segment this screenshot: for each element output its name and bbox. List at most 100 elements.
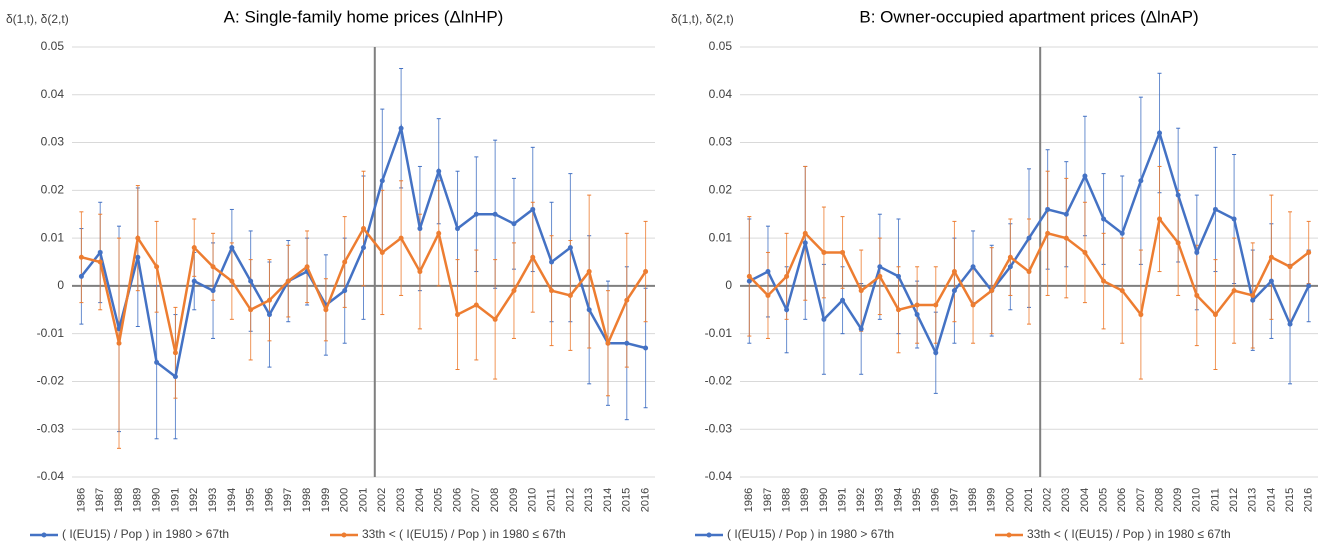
data-point: [78, 254, 84, 260]
x-tick-label: 1989: [799, 488, 811, 512]
data-point: [549, 259, 555, 265]
y-tick-label: -0.02: [705, 374, 733, 388]
data-point: [895, 307, 901, 313]
y-tick-label: 0: [725, 278, 732, 292]
x-tick-label: 1990: [151, 488, 163, 512]
data-point: [970, 264, 976, 270]
data-point: [342, 259, 348, 265]
x-tick-label: 1992: [855, 488, 867, 512]
x-tick-label: 1986: [75, 488, 87, 512]
data-point: [895, 273, 901, 279]
y-tick-label: 0.02: [709, 183, 733, 197]
x-tick-label: 1999: [320, 488, 332, 512]
x-tick-label: 2012: [1228, 488, 1240, 512]
x-tick-label: 1990: [818, 488, 830, 512]
data-point: [248, 278, 254, 284]
data-point: [1212, 312, 1218, 318]
data-point: [417, 226, 423, 232]
x-tick-label: 2007: [470, 488, 482, 512]
data-point: [605, 340, 611, 346]
y-tick-label: -0.04: [705, 469, 733, 483]
x-tick-label: 1999: [986, 488, 998, 512]
data-point: [746, 278, 752, 284]
y-tick-label: 0.05: [41, 39, 65, 53]
legend-label: ( I(EU15) / Pop ) in 1980 > 67th: [727, 527, 894, 541]
x-tick-label: 2003: [395, 488, 407, 512]
legend-marker: [706, 532, 712, 538]
x-tick-label: 2004: [414, 488, 426, 512]
x-tick-label: 1988: [113, 488, 125, 512]
data-point: [248, 307, 254, 313]
x-tick-label: 1995: [911, 488, 923, 512]
data-point: [1138, 178, 1144, 184]
data-point: [436, 168, 442, 174]
data-point: [473, 302, 479, 308]
data-point: [361, 245, 366, 251]
data-point: [266, 312, 272, 318]
data-point: [989, 288, 995, 294]
data-point: [530, 206, 536, 212]
data-point: [784, 307, 790, 313]
x-tick-label: 2002: [1042, 488, 1054, 512]
data-point: [1175, 192, 1181, 198]
x-tick-label: 1996: [930, 488, 942, 512]
data-point: [229, 278, 235, 284]
x-tick-label: 1993: [874, 488, 886, 512]
data-point: [1007, 264, 1013, 270]
data-point: [285, 278, 291, 284]
x-tick-label: 1993: [207, 488, 219, 512]
y-tick-label: 0.01: [41, 230, 65, 244]
data-point: [436, 230, 442, 236]
data-point: [821, 316, 827, 322]
legend-label: 33th < ( I(EU15) / Pop ) in 1980 ≤ 67th: [1027, 527, 1231, 541]
x-tick-label: 1991: [169, 488, 181, 512]
data-point: [802, 230, 808, 236]
data-point: [1026, 269, 1032, 275]
data-point: [1138, 312, 1144, 318]
data-point: [1082, 249, 1088, 255]
data-point: [858, 326, 864, 332]
x-tick-label: 1996: [263, 488, 275, 512]
y-tick-label: 0.02: [41, 183, 65, 197]
data-point: [78, 273, 84, 279]
y-tick-label: 0.03: [41, 135, 65, 149]
x-tick-label: 2016: [640, 488, 652, 512]
data-point: [1268, 278, 1274, 284]
x-tick-label: 1991: [836, 488, 848, 512]
data-point: [210, 264, 216, 270]
x-tick-label: 2011: [1209, 488, 1221, 512]
data-point: [1119, 230, 1125, 236]
x-tick-label: 2014: [1265, 488, 1277, 512]
x-tick-label: 2005: [1097, 488, 1109, 512]
data-point: [933, 302, 939, 308]
x-tick-label: 2008: [489, 488, 501, 512]
data-point: [342, 288, 348, 294]
x-tick-label: 1989: [132, 488, 144, 512]
data-point: [643, 269, 649, 275]
data-point: [1045, 206, 1051, 212]
chart-title: B: Owner-occupied apartment prices (ΔlnA…: [859, 7, 1198, 26]
data-point: [1250, 297, 1256, 303]
data-point: [1287, 264, 1293, 270]
x-tick-label: 1987: [94, 488, 106, 512]
x-tick-label: 1987: [762, 488, 774, 512]
data-point: [323, 307, 329, 313]
x-tick-label: 2006: [451, 488, 463, 512]
data-point: [840, 297, 846, 303]
data-point: [933, 350, 939, 356]
legend-marker: [341, 532, 347, 538]
data-point: [877, 264, 883, 270]
x-tick-label: 2010: [527, 488, 539, 512]
data-point: [840, 249, 846, 255]
x-tick-label: 1997: [948, 488, 960, 512]
legend-marker: [1006, 532, 1012, 538]
x-tick-label: 2000: [1004, 488, 1016, 512]
data-point: [1045, 230, 1051, 236]
data-point: [191, 245, 197, 251]
data-point: [970, 302, 976, 308]
data-point: [398, 235, 404, 241]
data-point: [1063, 211, 1069, 217]
y-tick-label: -0.01: [37, 326, 65, 340]
data-point: [1063, 235, 1069, 241]
